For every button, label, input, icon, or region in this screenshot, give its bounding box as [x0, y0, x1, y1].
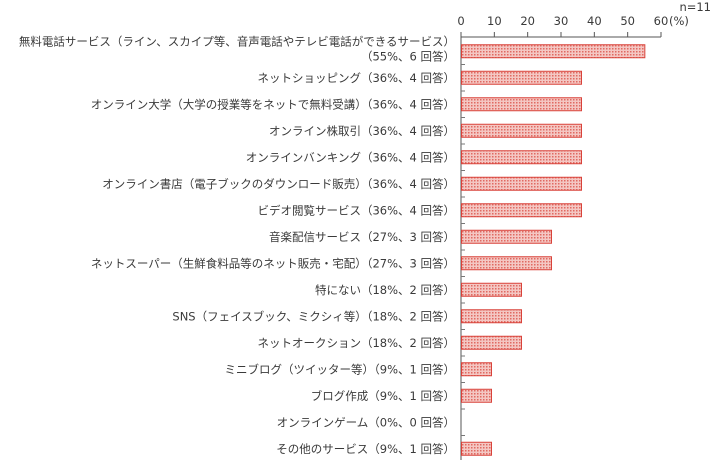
bar: [461, 70, 582, 85]
x-tick-label: 50: [620, 14, 635, 28]
x-tick-label: 40: [587, 14, 602, 28]
x-tick-label: 30: [554, 14, 569, 28]
bar: [461, 176, 582, 191]
bar: [461, 309, 522, 324]
bar: [461, 256, 552, 271]
category-label: 特にない（18%、2 回答）: [315, 283, 455, 297]
bar: [461, 150, 582, 165]
bar: [461, 44, 646, 59]
category-label: ネットスーパー（生鮮食料品等のネット販売・宅配）（27%、3 回答）: [91, 256, 455, 270]
bar: [461, 388, 492, 403]
category-labels: 無料電話サービス（ライン、スカイプ等、音声電話やテレビ電話ができるサービス）（5…: [19, 34, 455, 456]
x-tick-label: 60: [654, 14, 669, 28]
category-label: 音楽配信サービス（27%、3 回答）: [269, 230, 455, 244]
bar: [461, 203, 582, 218]
bar: [461, 362, 492, 377]
category-label: ビデオ閲覧サービス（36%、4 回答）: [257, 203, 455, 217]
category-label: 無料電話サービス（ライン、スカイプ等、音声電話やテレビ電話ができるサービス）: [19, 34, 455, 48]
bar: [461, 123, 582, 138]
category-label: SNS（フェイスブック、ミクシィ等）（18%、2 回答）: [172, 309, 455, 323]
category-label: その他のサービス（9%、1 回答）: [276, 442, 455, 456]
category-label: オンライン書店（電子ブックのダウンロード販売）（36%、4 回答）: [102, 177, 455, 191]
bar: [461, 441, 492, 456]
category-label: オンラインゲーム（0%、0 回答）: [277, 415, 455, 429]
bar: [461, 97, 582, 112]
x-tick-label: 20: [520, 14, 535, 28]
category-label: ミニブログ（ツイッター等）（9%、1 回答）: [225, 362, 455, 376]
x-tick-label: 10: [487, 14, 502, 28]
category-label: ネットショッピング（36%、4 回答）: [257, 71, 455, 85]
bar: [461, 335, 522, 350]
bars: [461, 44, 646, 456]
bar: [461, 282, 522, 297]
category-label: ネットオークション（18%、2 回答）: [257, 336, 455, 350]
x-unit-label: (%): [669, 14, 689, 28]
category-label-line2: （55%、6 回答）: [361, 49, 455, 63]
x-tick-label: 0: [457, 14, 464, 28]
bar: [461, 229, 552, 244]
category-label: オンライン大学（大学の授業等をネットで無料受講）（36%、4 回答）: [91, 97, 455, 111]
category-label: オンラインバンキング（36%、4 回答）: [246, 150, 455, 164]
category-label: オンライン株取引（36%、4 回答）: [269, 124, 455, 138]
sample-size-note: n=11: [679, 0, 711, 14]
category-label: ブログ作成（9%、1 回答）: [311, 389, 455, 403]
